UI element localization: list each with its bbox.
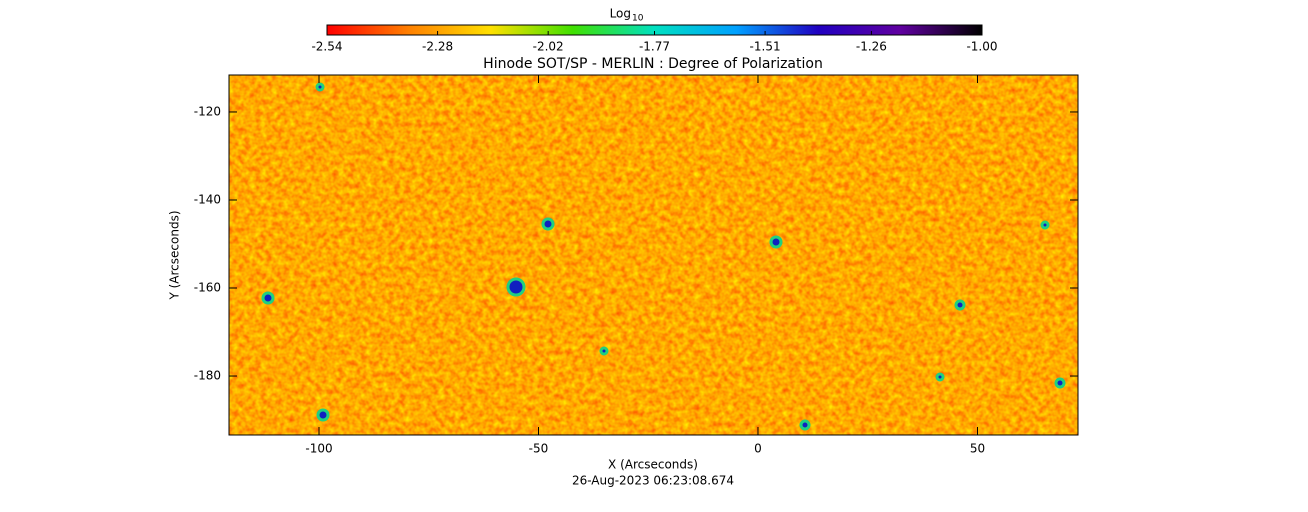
active-spots xyxy=(261,82,1066,431)
colorbar-tick-label: -2.28 xyxy=(422,40,453,54)
colorbar-label: Log xyxy=(610,7,631,21)
date-label: 26-Aug-2023 06:23:08.674 xyxy=(572,474,734,488)
colorbar-tick-label: -1.00 xyxy=(966,40,997,54)
colorbar-tick-label: -1.26 xyxy=(856,40,887,54)
x-tick-label: 50 xyxy=(970,442,985,456)
colorbar-tick-label: -1.77 xyxy=(639,40,670,54)
y-tick-label: -180 xyxy=(194,369,221,383)
colorbar-tick-label: -1.51 xyxy=(750,40,781,54)
plot-frame xyxy=(228,74,1079,436)
y-tick-label: -160 xyxy=(194,281,221,295)
y-axis-label: Y (Arcseconds) xyxy=(168,210,182,300)
polarization-image xyxy=(229,75,1078,435)
chart-title: Hinode SOT/SP - MERLIN : Degree of Polar… xyxy=(483,56,823,72)
colorbar-tick-label: -2.02 xyxy=(533,40,564,54)
x-tick-label: -100 xyxy=(305,442,332,456)
colorbar-tick-label: -2.54 xyxy=(311,40,342,54)
y-tick-label: -140 xyxy=(194,192,221,206)
x-axis-label: X (Arcseconds) xyxy=(608,458,698,472)
y-tick-label: -120 xyxy=(194,104,221,118)
colorbar-label-subscript: 10 xyxy=(632,14,644,24)
x-tick-label: -50 xyxy=(529,442,549,456)
x-tick-label: 0 xyxy=(754,442,762,456)
